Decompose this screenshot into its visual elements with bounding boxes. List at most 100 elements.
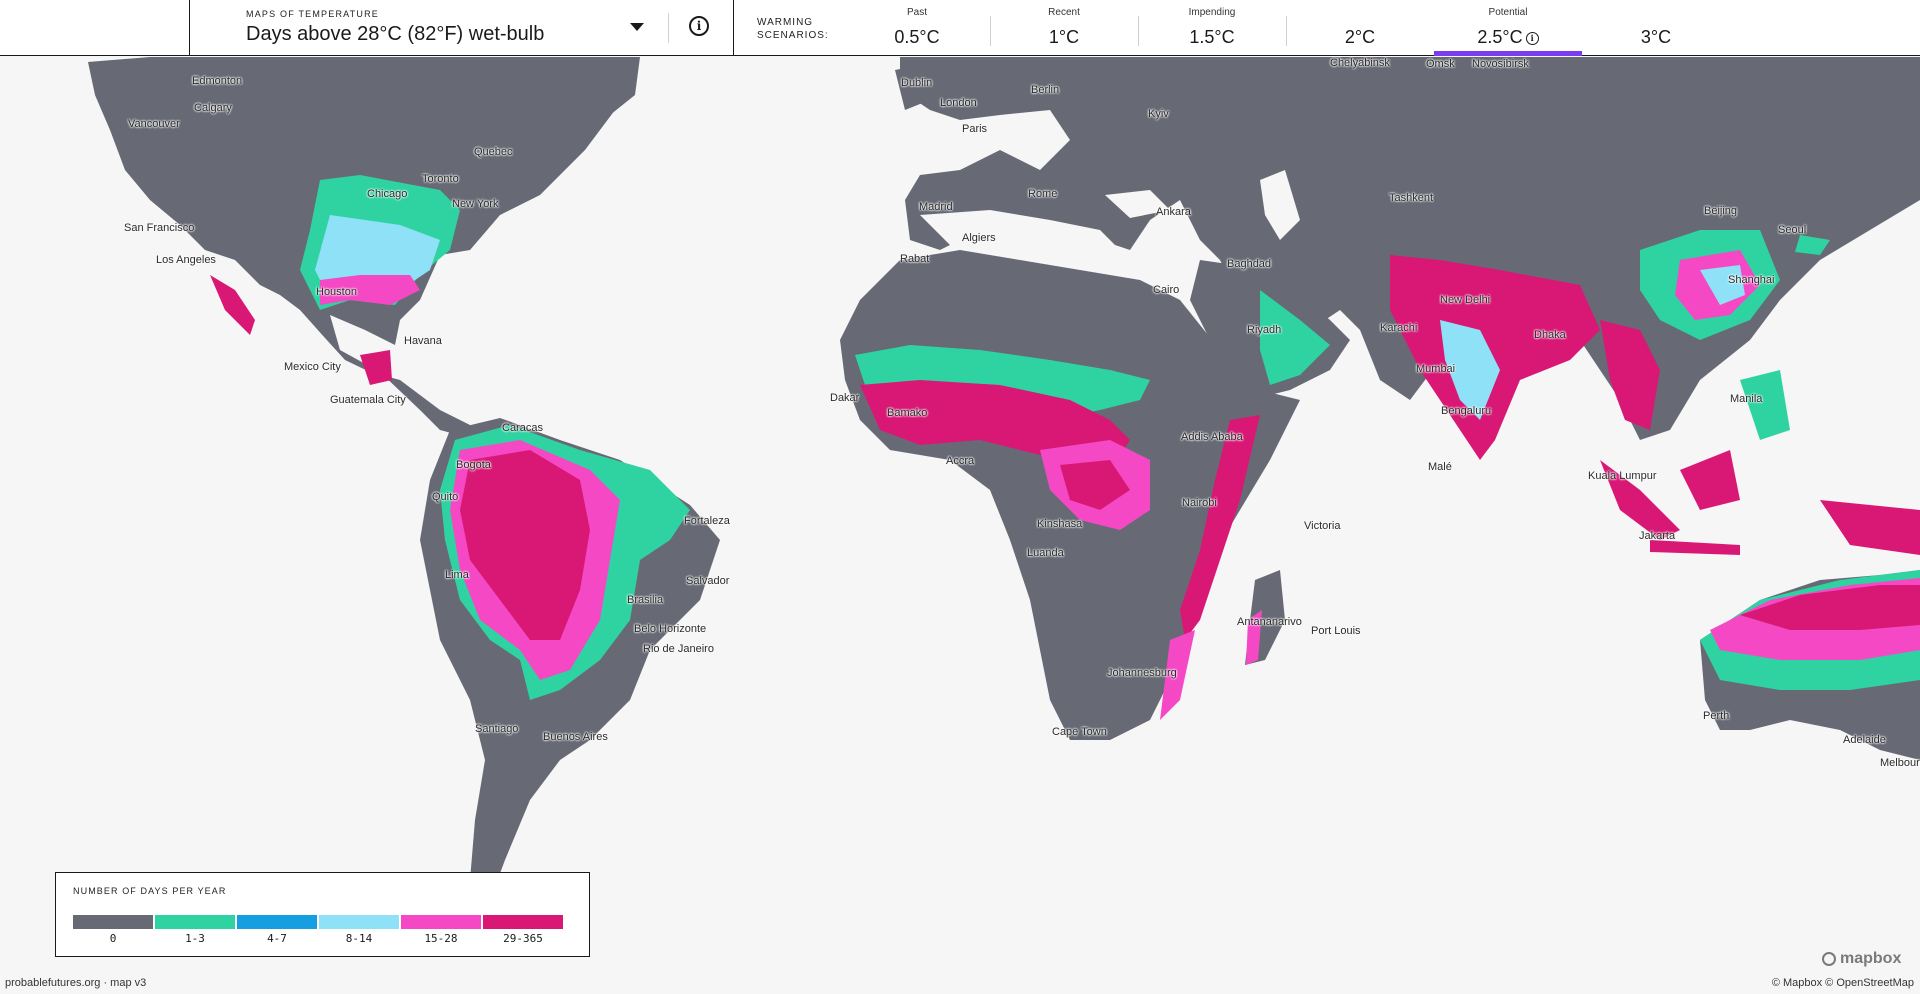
city-label: Antananarivo [1237,616,1302,628]
city-label: Quebec [474,146,513,158]
site-credit: probablefutures.org · map v3 [5,977,147,989]
city-label: Chicago [367,188,408,200]
city-label: Seoul [1778,224,1807,236]
mapbox-icon [1822,952,1836,966]
land-greenland [560,57,640,115]
legend-label: 15-28 [424,932,458,945]
city-label: New Delhi [1440,294,1491,306]
legend-title: NUMBER OF DAYS PER YEAR [73,886,227,896]
city-label: Bogota [456,459,491,471]
map-title[interactable]: Days above 28°C (82°F) wet-bulb [246,23,545,45]
map-attribution[interactable]: © Mapbox © OpenStreetMap [1771,977,1914,989]
info-icon[interactable]: i [1525,32,1539,45]
city-label: Riyadh [1247,324,1282,336]
legend-label: 0 [109,932,117,945]
scenario-2[interactable]: 2°C [1286,0,1434,56]
city-label: Cape Town [1052,726,1107,738]
scenario-category: Impending [1188,7,1236,18]
top-bar-left-panel [0,0,190,56]
heat-zone-sumatra [1600,460,1680,540]
land-eurasia [900,57,1920,440]
city-label: Lima [445,569,469,581]
city-label: Rabat [900,253,930,265]
city-label: Los Angeles [156,254,216,266]
scenario-2-5[interactable]: Potential 2.5°C i [1434,0,1582,56]
scenario-value: 1.5°C [1189,27,1235,47]
scenario-0-5[interactable]: Past 0.5°C [843,0,991,56]
mapbox-logo[interactable]: mapbox [1822,950,1901,968]
world-map[interactable]: Edmonton Calgary Vancouver Quebec Toront… [0,57,1920,980]
city-label: New York [452,198,499,210]
city-label: Luanda [1027,547,1064,559]
city-label: Kyiv [1148,108,1169,120]
city-label: Jakarta [1639,530,1676,542]
city-label: Perth [1703,710,1730,722]
active-scenario-indicator [1434,51,1582,56]
legend-label: 4-7 [267,932,287,945]
scenario-1-5[interactable]: Impending 1.5°C [1138,0,1286,56]
city-label: Belo Horizonte [634,623,707,635]
city-label: Toronto [422,173,459,185]
warming-label-line2: SCENARIOS: [757,30,829,41]
heat-zone-borneo [1680,450,1740,510]
city-label: Rio de Janeiro [643,643,714,655]
city-label: Bamako [887,407,928,419]
map-selector[interactable]: MAPS OF TEMPERATURE Days above 28°C (82°… [191,0,733,56]
info-icon[interactable]: i [689,16,709,36]
legend-label: 8-14 [345,932,373,945]
city-label: Bengaluru [1441,405,1492,417]
land-scandinavia [1000,57,1090,110]
city-label: Victoria [1304,520,1341,532]
city-label: Shanghai [1728,274,1775,286]
city-label: Chelyabinsk [1330,57,1390,69]
heat-zone-congo-core [1060,460,1130,510]
city-label: Quito [432,491,459,503]
city-label: Algiers [962,232,996,244]
scenario-value-text: 2.5°C [1477,27,1523,47]
city-label: Port Louis [1311,625,1361,637]
legend-swatch-1-3 [155,915,235,929]
legend: NUMBER OF DAYS PER YEAR 0 1-3 4-7 8-14 1… [55,872,590,957]
scenario-value: 2°C [1344,27,1376,47]
city-label: Mexico City [284,361,341,373]
city-label: Kuala Lumpur [1588,470,1657,482]
scenario-value: 0.5°C [894,27,940,47]
city-label: London [940,97,977,109]
scenario-value: 1°C [1048,27,1080,47]
city-label: Brasilia [627,594,664,606]
scenario-value: 2.5°C i [1434,27,1582,48]
legend-label: 1-3 [185,932,205,945]
heat-zone-us-gulf [320,275,420,305]
scenario-1[interactable]: Recent 1°C [990,0,1138,56]
heat-zone-southeast-africa [1160,630,1195,720]
legend-swatch-4-7 [237,915,317,929]
city-label: Salvador [686,575,730,587]
legend-swatch-0 [73,915,153,929]
divider [1138,16,1139,46]
city-label: Paris [962,123,988,135]
city-label: Beijing [1704,205,1738,217]
city-label: Accra [946,455,975,467]
scenario-category: Potential [1488,7,1528,18]
heat-zone-mexico [210,275,255,335]
scenario-value: 3°C [1640,27,1672,47]
map-canvas[interactable] [0,57,1920,980]
caret-down-icon[interactable] [624,14,650,40]
heat-zone-newguinea [1820,500,1920,555]
divider [668,13,669,43]
mapbox-wordmark: mapbox [1840,950,1902,967]
scenario-3[interactable]: 3°C [1582,0,1730,56]
city-label: Calgary [194,102,232,114]
heat-zone-madagascar [1246,610,1262,665]
city-label: Houston [316,286,357,298]
city-label: Baghdad [1227,258,1272,270]
city-label: San Francisco [124,222,195,234]
map-category-label: MAPS OF TEMPERATURE [246,9,379,19]
heat-zone-china-core [1700,265,1745,305]
heat-zone-japan [1795,235,1830,255]
city-label: Berlin [1031,84,1060,96]
city-label: Manila [1730,393,1763,405]
heat-zone-india [1390,255,1600,460]
city-label: Ankara [1156,206,1191,218]
city-label: Dakar [830,392,860,404]
